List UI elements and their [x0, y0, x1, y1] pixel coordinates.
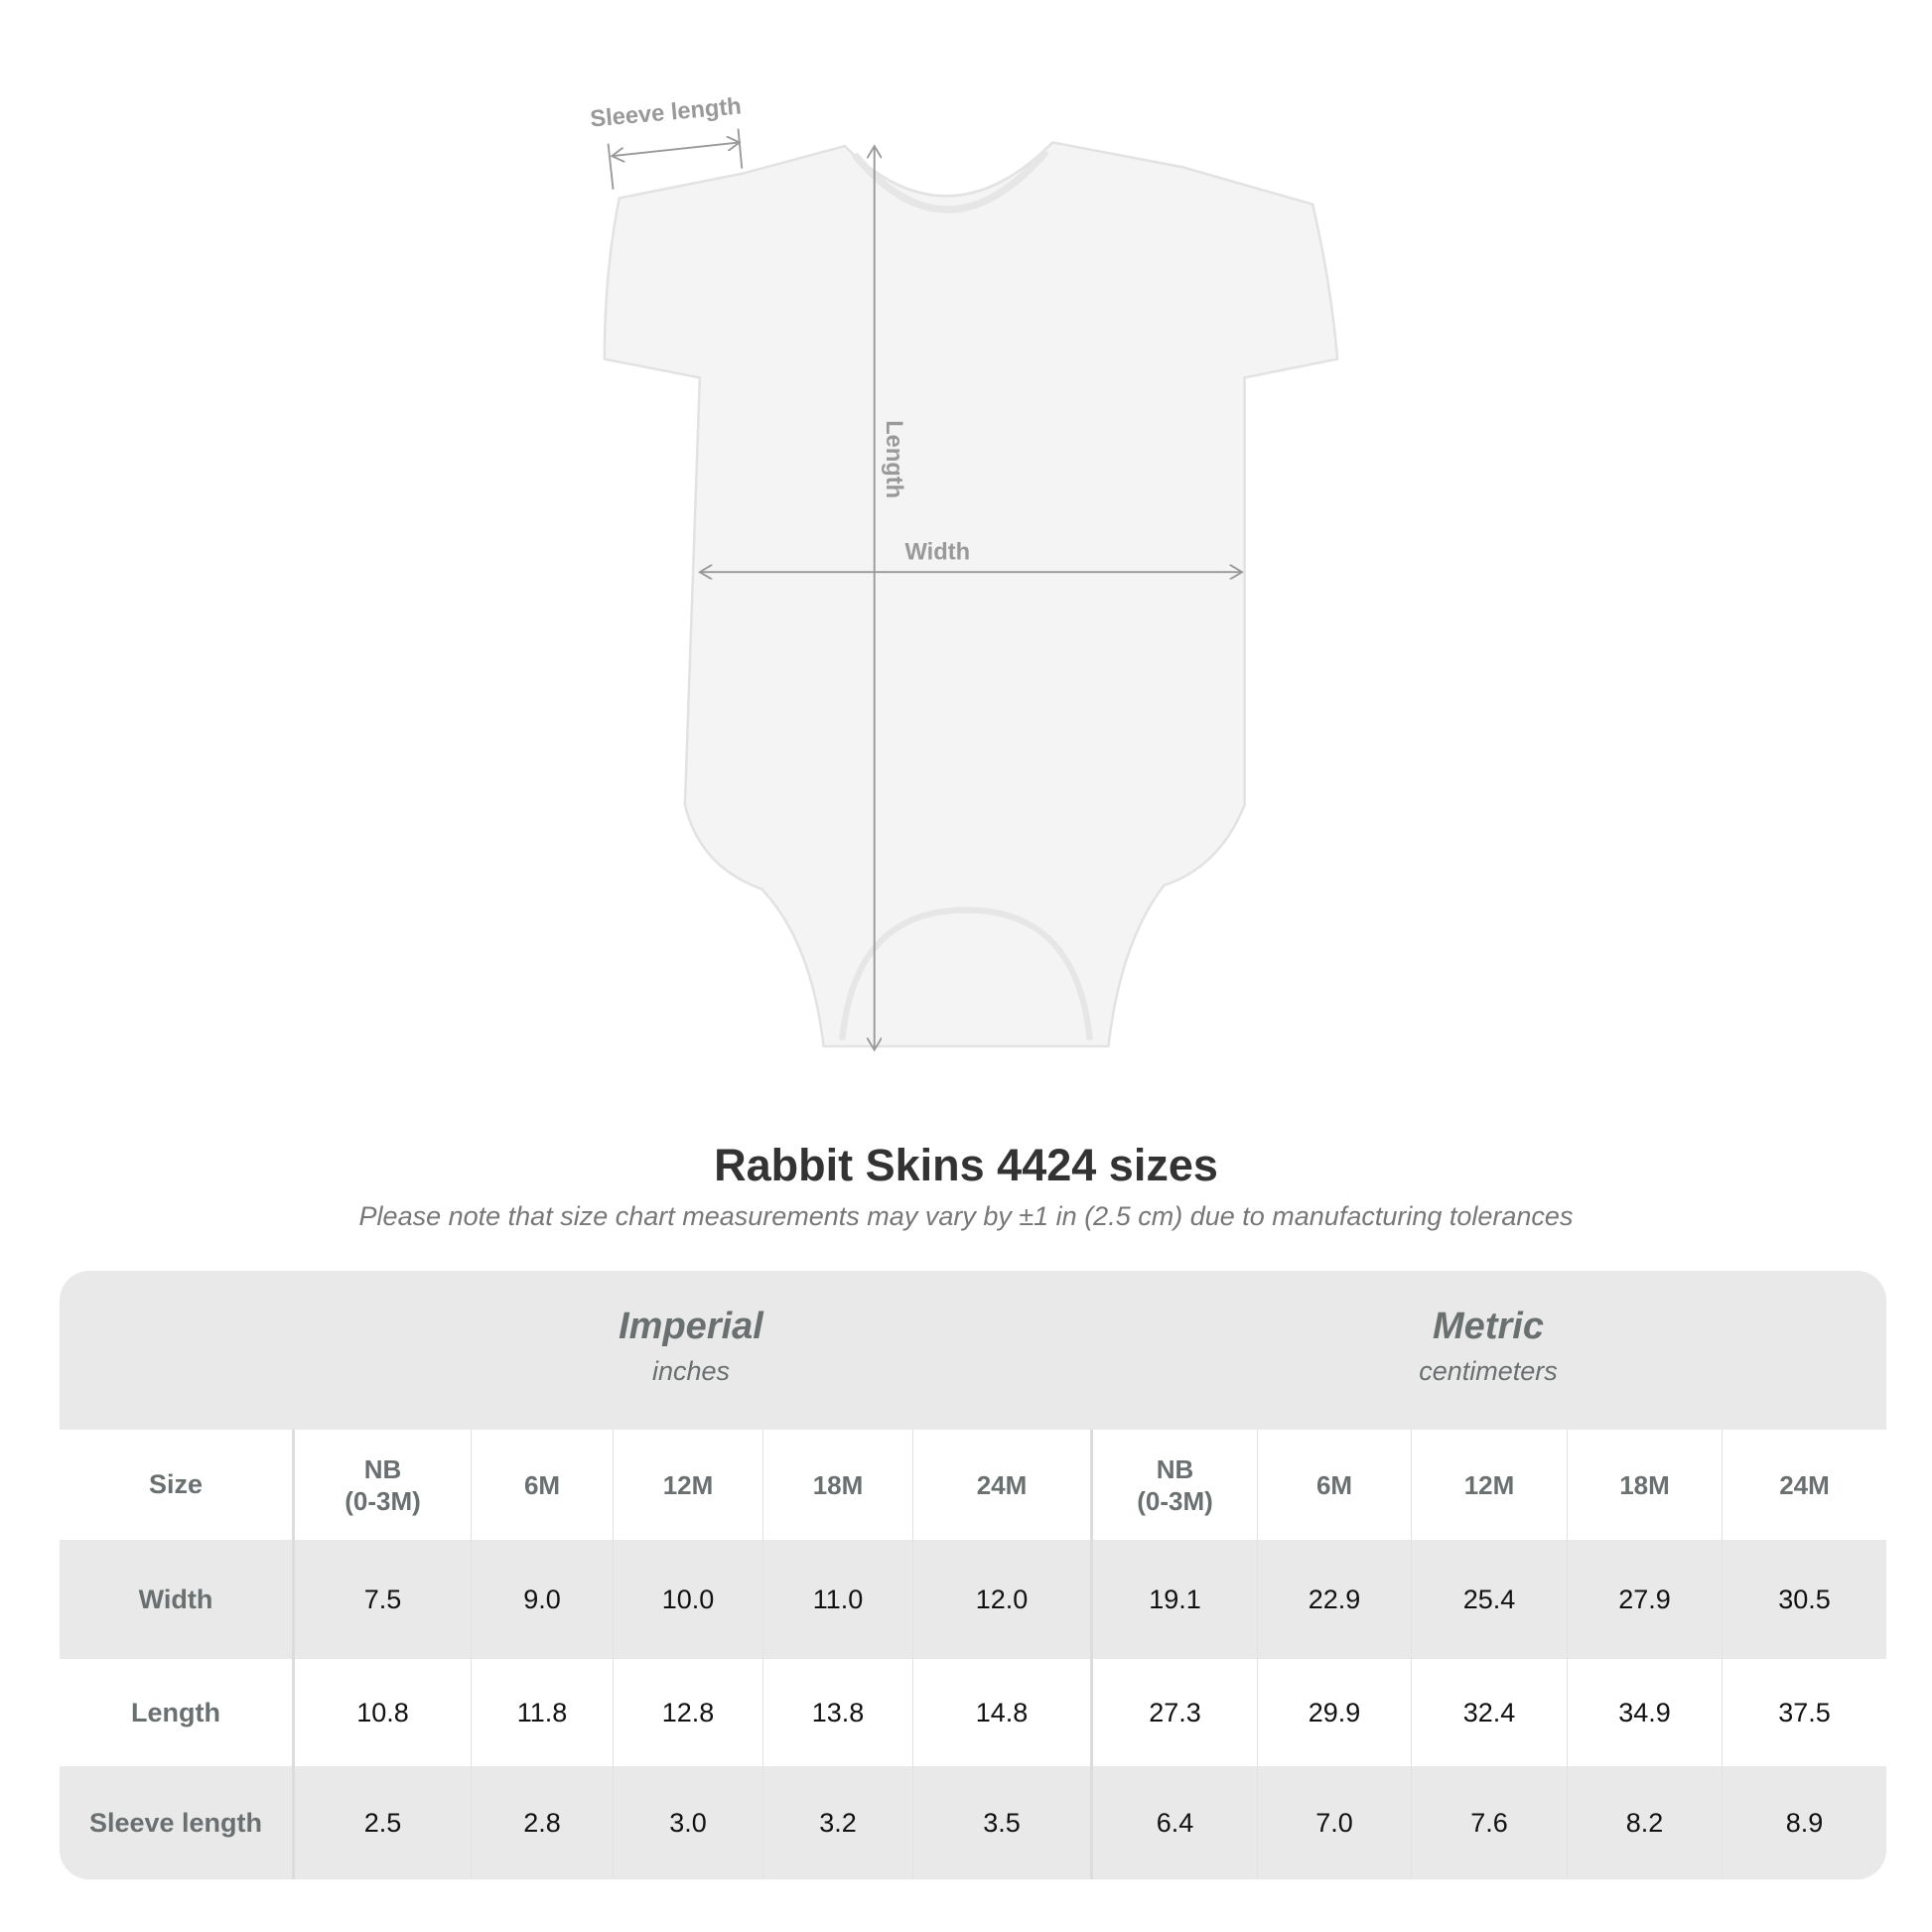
value-cell: 2.8 — [471, 1766, 613, 1879]
value-cell: 14.8 — [912, 1659, 1090, 1766]
size-header-cell: 6M — [1257, 1430, 1411, 1540]
row-header: Width — [138, 1584, 213, 1614]
group-unit: centimeters — [1419, 1356, 1558, 1386]
size-header-cell: 6M — [471, 1430, 613, 1540]
table-row: Sleeve length 2.5 2.8 3.0 3.2 3.5 6.4 7.0 7.6 8.2… — [60, 1766, 1886, 1879]
value-cell: 3.5 — [912, 1766, 1090, 1879]
value-cell: 37.5 — [1722, 1659, 1886, 1766]
value-cell: 10.8 — [292, 1659, 471, 1766]
size-header-cell: NB (0-3M) — [292, 1430, 471, 1540]
value-cell: 27.3 — [1090, 1659, 1257, 1766]
size-header-cell: 18M — [1567, 1430, 1722, 1540]
row-header: Length — [131, 1697, 220, 1727]
size-header-row: Size NB (0-3M) 6M 12M 18M 24M NB (0-3M) 6M 12M 18… — [60, 1430, 1886, 1540]
size-header-cell: 12M — [613, 1430, 762, 1540]
group-name: Metric — [1433, 1306, 1544, 1347]
value-cell: 34.9 — [1567, 1659, 1722, 1766]
page-title: Rabbit Skins 4424 sizes — [714, 1140, 1218, 1190]
value-cell: 27.9 — [1567, 1540, 1722, 1659]
value-cell: 6.4 — [1090, 1766, 1257, 1879]
size-header-cell: 24M — [1722, 1430, 1886, 1540]
row-header: Sleeve length — [88, 1807, 263, 1838]
sleeve-length-arrow — [612, 142, 739, 156]
value-cell: 32.4 — [1411, 1659, 1567, 1766]
size-header-cell: 12M — [1411, 1430, 1567, 1540]
value-cell: 11.8 — [471, 1659, 613, 1766]
width-label: Width — [905, 540, 971, 566]
length-label: Length — [881, 420, 906, 498]
onesie-measurement-diagram: Sleeve length Length Width — [589, 93, 1339, 1092]
group-unit: inches — [651, 1356, 731, 1386]
table-row: Width 7.5 9.0 10.0 11.0 12.0 19.1 22.9 25.4 27.9 3… — [60, 1540, 1886, 1659]
value-cell: 8.9 — [1722, 1766, 1886, 1879]
value-cell: 2.5 — [292, 1766, 471, 1879]
value-cell: 11.0 — [762, 1540, 912, 1659]
value-cell: 3.2 — [762, 1766, 912, 1879]
sleeve-tick-left — [607, 143, 615, 190]
group-header-metric: Metric centimeters — [1090, 1271, 1886, 1430]
value-cell: 29.9 — [1257, 1659, 1411, 1766]
value-cell: 7.0 — [1257, 1766, 1411, 1879]
value-cell: 12.8 — [613, 1659, 762, 1766]
value-cell: 12.0 — [912, 1540, 1090, 1659]
onesie-garment — [603, 141, 1339, 1048]
value-cell: 13.8 — [762, 1659, 912, 1766]
group-header-imperial: Imperial inches — [292, 1271, 1090, 1430]
value-cell: 19.1 — [1090, 1540, 1257, 1659]
sleeve-length-label: Sleeve length — [589, 93, 742, 132]
crotch-flap — [839, 906, 1093, 1040]
value-cell: 8.2 — [1567, 1766, 1722, 1879]
size-header-cell: NB (0-3M) — [1090, 1430, 1257, 1540]
tolerance-note: Please note that size chart measurements… — [358, 1201, 1574, 1231]
value-cell: 10.0 — [613, 1540, 762, 1659]
value-cell: 22.9 — [1257, 1540, 1411, 1659]
size-header-cell: 18M — [762, 1430, 912, 1540]
table-row: Length 10.8 11.8 12.8 13.8 14.8 27.3 29.9 32.4 34… — [60, 1659, 1886, 1766]
size-header-cell: 24M — [912, 1430, 1090, 1540]
size-chart-table: Imperial inches Metric centimeters Size N… — [60, 1271, 1886, 1879]
value-cell: 30.5 — [1722, 1540, 1886, 1659]
row-header: Size — [148, 1469, 204, 1499]
sleeve-tick-right — [737, 128, 744, 169]
value-cell: 7.5 — [292, 1540, 471, 1659]
value-cell: 7.6 — [1411, 1766, 1567, 1879]
value-cell: 3.0 — [613, 1766, 762, 1879]
group-name: Imperial — [619, 1306, 763, 1347]
value-cell: 9.0 — [471, 1540, 613, 1659]
value-cell: 25.4 — [1411, 1540, 1567, 1659]
